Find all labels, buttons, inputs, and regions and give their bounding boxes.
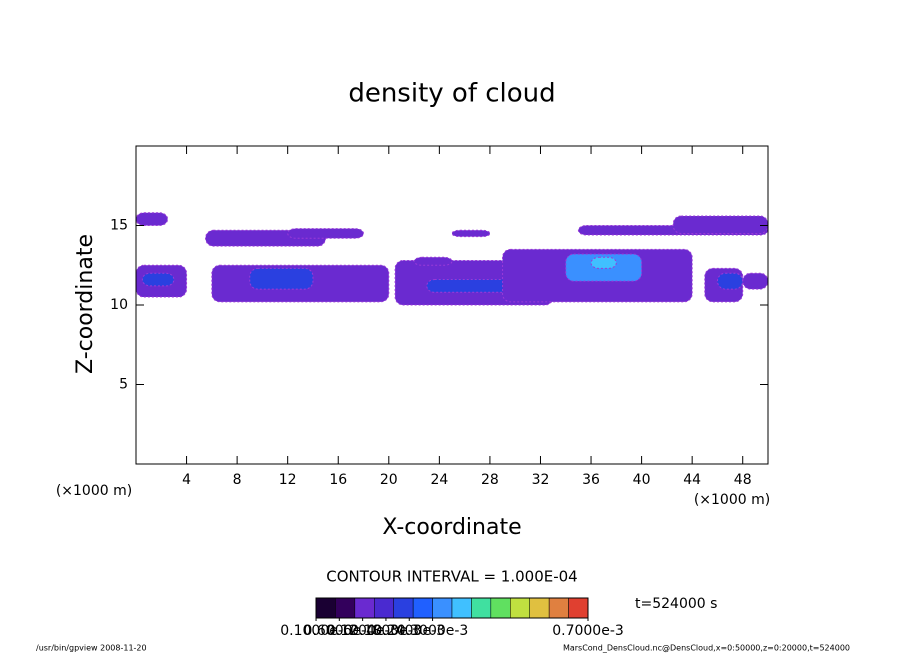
x-tick-label: 48 [734, 472, 752, 488]
colorbar-bin [335, 597, 356, 619]
colorbar-tick-label: 0.1800e-3 [350, 623, 422, 639]
colorbar-bin [451, 597, 472, 619]
y-axis-label: Z-coordinate [73, 234, 98, 374]
cloud-region [413, 256, 453, 266]
x-tick-label: 4 [182, 472, 191, 488]
contour-interval: CONTOUR INTERVAL = 1.000E-04 [326, 568, 577, 586]
x-tick-label: 28 [481, 472, 499, 488]
x-tick-label: 44 [683, 472, 701, 488]
cloud-region [742, 272, 769, 290]
cloud-region [135, 212, 169, 226]
x-tick-label: 12 [279, 472, 297, 488]
cloud-region [672, 215, 769, 234]
cloud-region [141, 272, 175, 287]
time-label: t=524000 s [635, 596, 717, 612]
cloud-region [451, 229, 491, 238]
colorbar-tick-label: 0.6000e-4 [304, 623, 376, 639]
colorbar-bin [568, 597, 589, 619]
footer-right: MarsCond_DensCloud.nc@DensCloud,x=0:5000… [563, 644, 850, 653]
cloud-region [249, 267, 314, 290]
colorbar-bin [548, 597, 569, 619]
colorbar-bin [315, 597, 336, 619]
colorbar-bin [432, 597, 453, 619]
colorbar-tick-label: 0.2400e-3 [373, 623, 445, 639]
x-tick-label: 24 [430, 472, 448, 488]
x-tick-label: 40 [633, 472, 651, 488]
x-tick-label: 8 [233, 472, 242, 488]
footer-left: /usr/bin/gpview 2008-11-20 [36, 644, 147, 653]
x-tick-label: 36 [582, 472, 600, 488]
x-unit: (×1000 m) [694, 492, 770, 508]
x-tick-label: 16 [329, 472, 347, 488]
y-unit: (×1000 m) [56, 483, 132, 499]
cloud-region [287, 228, 365, 239]
x-axis-label: X-coordinate [382, 515, 521, 540]
x-tick-label: 20 [380, 472, 398, 488]
colorbar-tick-label: 0.3000e-3 [397, 623, 469, 639]
colorbar-tick-label: 0.1000e-6 [280, 623, 352, 639]
colorbar-bin [529, 597, 550, 619]
cloud-region [426, 279, 516, 293]
chart-title: density of cloud [348, 79, 555, 109]
cloud-region [590, 256, 617, 269]
y-tick-label: 15 [110, 218, 128, 234]
y-tick-label: 5 [119, 377, 128, 393]
colorbar-tick-label: 0.1200e-3 [327, 623, 399, 639]
colorbar-tick-label: 0.7000e-3 [552, 623, 624, 639]
plot-area [135, 212, 769, 306]
colorbar-bin [510, 597, 530, 619]
colorbar-bin [393, 597, 414, 619]
colorbar-bin [471, 597, 492, 619]
cloud-region [716, 272, 744, 290]
colorbar-bin [374, 597, 394, 619]
colorbar-bin [354, 597, 375, 619]
colorbar-bin [412, 597, 433, 619]
x-tick-label: 32 [532, 472, 550, 488]
colorbar-frame [315, 597, 589, 619]
colorbar-bin [490, 597, 511, 619]
y-tick-label: 10 [110, 297, 128, 313]
